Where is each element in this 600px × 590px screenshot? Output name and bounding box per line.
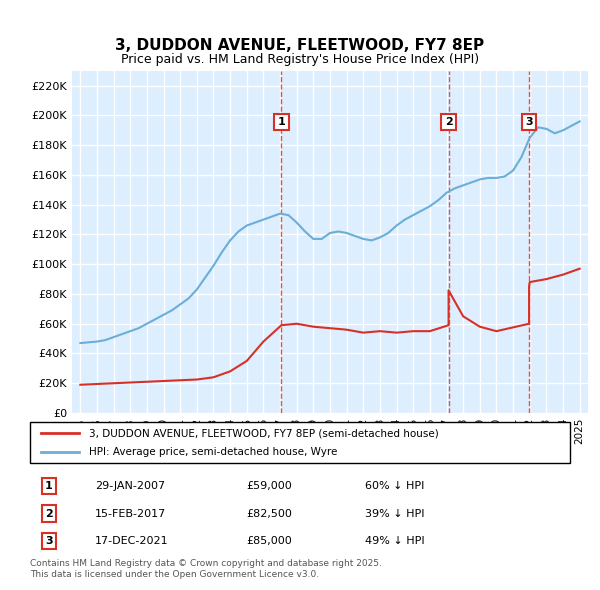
Text: Contains HM Land Registry data © Crown copyright and database right 2025.
This d: Contains HM Land Registry data © Crown c…	[30, 559, 382, 579]
Text: HPI: Average price, semi-detached house, Wyre: HPI: Average price, semi-detached house,…	[89, 447, 338, 457]
Text: 3, DUDDON AVENUE, FLEETWOOD, FY7 8EP (semi-detached house): 3, DUDDON AVENUE, FLEETWOOD, FY7 8EP (se…	[89, 428, 439, 438]
Text: 1: 1	[278, 117, 285, 127]
Text: 60% ↓ HPI: 60% ↓ HPI	[365, 481, 424, 491]
Text: £82,500: £82,500	[246, 509, 292, 519]
Text: 39% ↓ HPI: 39% ↓ HPI	[365, 509, 424, 519]
Text: £59,000: £59,000	[246, 481, 292, 491]
Text: £85,000: £85,000	[246, 536, 292, 546]
Text: 17-DEC-2021: 17-DEC-2021	[95, 536, 169, 546]
Text: 3, DUDDON AVENUE, FLEETWOOD, FY7 8EP: 3, DUDDON AVENUE, FLEETWOOD, FY7 8EP	[115, 38, 485, 53]
Text: 15-FEB-2017: 15-FEB-2017	[95, 509, 166, 519]
Text: 2: 2	[45, 509, 53, 519]
Text: Price paid vs. HM Land Registry's House Price Index (HPI): Price paid vs. HM Land Registry's House …	[121, 53, 479, 66]
Text: 2: 2	[445, 117, 452, 127]
Text: 3: 3	[525, 117, 533, 127]
Text: 3: 3	[45, 536, 53, 546]
Text: 1: 1	[45, 481, 53, 491]
FancyBboxPatch shape	[30, 422, 570, 463]
Text: 29-JAN-2007: 29-JAN-2007	[95, 481, 165, 491]
Text: 49% ↓ HPI: 49% ↓ HPI	[365, 536, 424, 546]
